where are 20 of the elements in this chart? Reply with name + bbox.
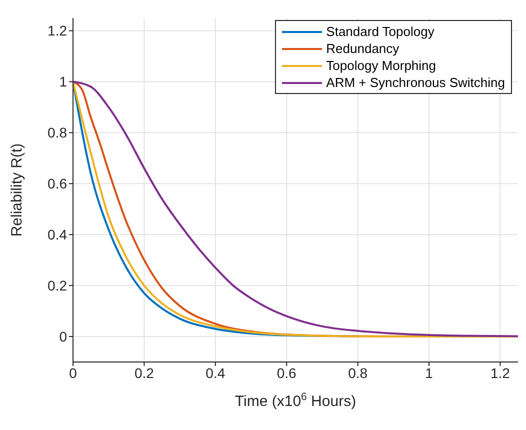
y-tick-label: 0 (59, 328, 68, 344)
legend-label: ARM + Synchronous Switching (326, 75, 505, 90)
y-tick-label: 0.4 (48, 226, 68, 243)
x-axis-title: Time (x10$^{6}$ Hours) (234, 391, 356, 410)
x-tick-label: 0.6 (276, 364, 297, 381)
x-tick-label: 1.2 (490, 364, 510, 381)
y-tick-label: 1 (59, 74, 68, 90)
x-tick-label: 0 (69, 364, 78, 381)
y-tick-label: 0.2 (48, 278, 68, 294)
legend-label: Topology Morphing (326, 58, 436, 73)
x-tick-label: 0.8 (348, 364, 368, 381)
x-tick-label: 0.4 (206, 364, 226, 381)
x-tick-label: 0.2 (134, 364, 154, 381)
y-tick-label: 1.2 (48, 22, 68, 39)
y-tick-label: 0.6 (48, 176, 68, 192)
y-tick-label: 0.8 (48, 124, 68, 141)
legend-label: Redundancy (326, 41, 400, 56)
x-tick-label: 1 (425, 364, 434, 381)
legend-label: Standard Topology (326, 24, 434, 39)
y-axis-title: Reliability R(t) (8, 143, 26, 237)
